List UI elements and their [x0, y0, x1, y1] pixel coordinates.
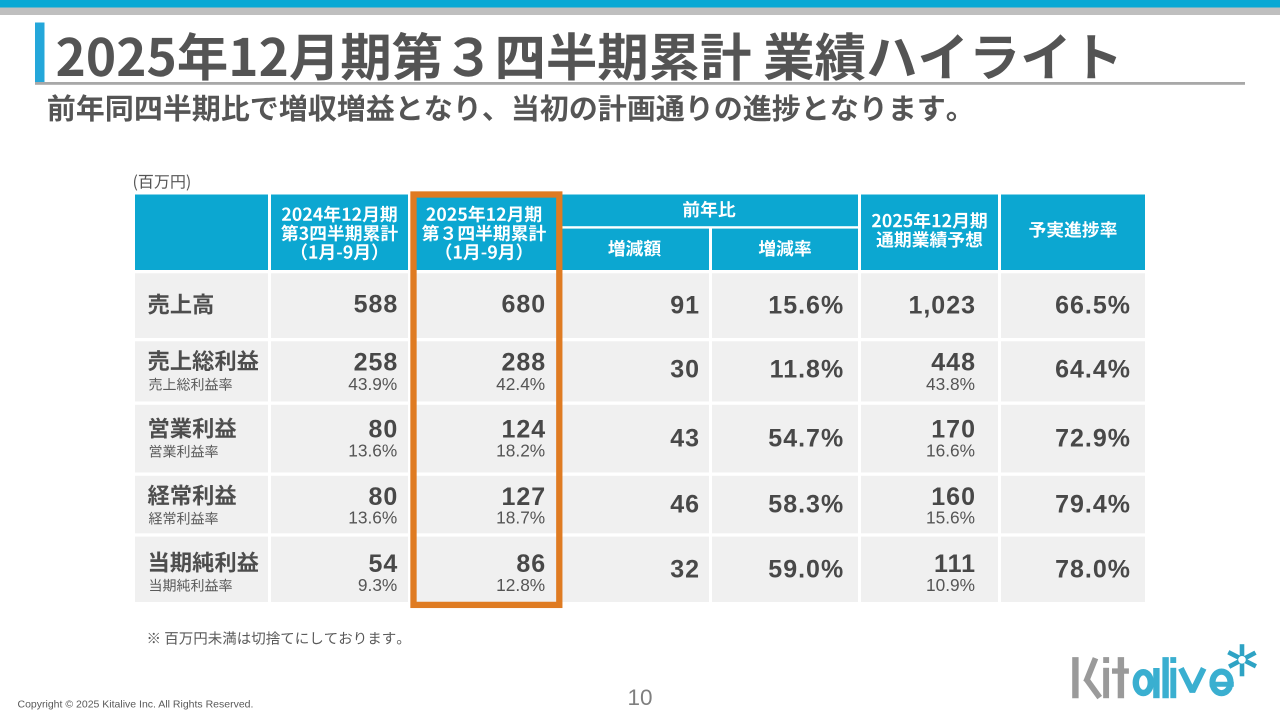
svg-text:80: 80 — [368, 483, 398, 511]
svg-text:127: 127 — [501, 483, 546, 511]
svg-text:43: 43 — [670, 424, 700, 452]
svg-text:170: 170 — [931, 416, 976, 444]
svg-text:15.6%: 15.6% — [768, 291, 844, 319]
svg-text:18.2%: 18.2% — [496, 441, 545, 461]
svg-text:13.6%: 13.6% — [348, 508, 397, 528]
svg-text:15.6%: 15.6% — [926, 508, 975, 528]
svg-text:32: 32 — [670, 556, 700, 584]
svg-text:80: 80 — [368, 416, 398, 444]
svg-text:91: 91 — [670, 291, 700, 319]
svg-text:9.3%: 9.3% — [358, 575, 397, 595]
svg-text:Copyright © 2025 Kitalive Inc.: Copyright © 2025 Kitalive Inc. All Right… — [18, 699, 254, 711]
svg-text:30: 30 — [670, 356, 700, 384]
svg-text:64.4%: 64.4% — [1055, 356, 1131, 384]
svg-text:111: 111 — [934, 550, 976, 578]
svg-text:288: 288 — [501, 348, 546, 376]
svg-text:680: 680 — [501, 290, 546, 318]
svg-text:54: 54 — [368, 550, 398, 578]
svg-text:10: 10 — [627, 685, 652, 710]
svg-text:72.9%: 72.9% — [1055, 424, 1131, 452]
svg-text:13.6%: 13.6% — [348, 441, 397, 461]
svg-text:160: 160 — [931, 483, 976, 511]
svg-text:78.0%: 78.0% — [1055, 556, 1131, 584]
svg-text:1,023: 1,023 — [908, 291, 976, 319]
svg-text:588: 588 — [354, 290, 399, 318]
svg-text:46: 46 — [670, 491, 700, 519]
svg-text:12.8%: 12.8% — [496, 575, 545, 595]
svg-text:43.8%: 43.8% — [926, 374, 975, 394]
svg-text:10.9%: 10.9% — [926, 575, 975, 595]
svg-text:18.7%: 18.7% — [496, 508, 545, 528]
svg-text:42.4%: 42.4% — [496, 374, 545, 394]
svg-text:124: 124 — [501, 416, 546, 444]
svg-text:11.8%: 11.8% — [770, 356, 845, 384]
svg-text:79.4%: 79.4% — [1055, 491, 1131, 519]
svg-text:448: 448 — [931, 348, 976, 376]
svg-text:59.0%: 59.0% — [768, 556, 844, 584]
svg-text:58.3%: 58.3% — [768, 491, 844, 519]
svg-text:86: 86 — [516, 550, 546, 578]
svg-text:16.6%: 16.6% — [926, 441, 975, 461]
svg-text:43.9%: 43.9% — [348, 374, 397, 394]
svg-text:258: 258 — [354, 348, 399, 376]
svg-text:54.7%: 54.7% — [768, 424, 844, 452]
svg-text:66.5%: 66.5% — [1055, 291, 1131, 319]
